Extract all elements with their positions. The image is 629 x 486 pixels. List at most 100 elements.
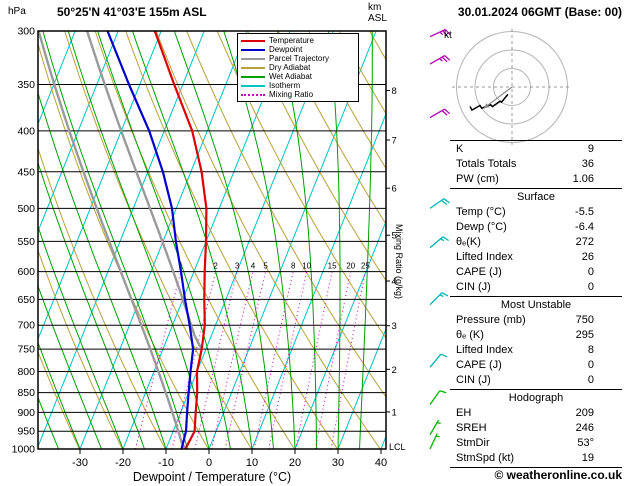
table-row: θₑ (K) 295 <box>450 328 622 343</box>
hodograph-trace <box>469 94 509 112</box>
svg-text:30: 30 <box>332 457 344 469</box>
table-section-hodograph: Hodograph EH 209 SREH 246 StmDir 53° StmSpd (kt… <box>450 390 622 468</box>
table-row: Dewp (°C) -6.4 <box>450 220 622 235</box>
svg-text:-10: -10 <box>158 457 174 469</box>
legend-item-label: Temperature <box>269 36 314 45</box>
svg-text:900: 900 <box>17 407 35 419</box>
svg-text:750: 750 <box>17 344 35 356</box>
table-row: StmDir 53° <box>450 436 622 451</box>
row-label: θₑ (K) <box>456 329 484 341</box>
row-value: 209 <box>575 407 594 419</box>
table-row: Lifted Index 8 <box>450 343 622 358</box>
table-row: θₑ(K) 272 <box>450 235 622 250</box>
dewpoint-swatch-line <box>241 48 265 51</box>
km-tick-labels: 8 7 6 5 4 3 2 1 <box>392 86 397 418</box>
row-label: SREH <box>456 422 487 434</box>
legend-item-label: Isotherm <box>269 81 301 90</box>
mixing-ratio-axis-label: Mixing Ratio (g/kg) <box>394 224 404 300</box>
stability-indices-section: K 9 Totals Totals 36 PW (cm) 1.06 <box>450 140 622 189</box>
legend-item-label: Dewpoint <box>269 45 303 54</box>
svg-text:1000: 1000 <box>12 444 36 456</box>
plot-border <box>37 30 387 450</box>
svg-text:1: 1 <box>392 407 397 418</box>
km-ticks <box>386 90 390 413</box>
table-row: Temp (°C) -5.5 <box>450 205 622 220</box>
svg-text:10: 10 <box>246 457 258 469</box>
temperature-curve <box>153 31 208 449</box>
hodograph <box>452 29 572 145</box>
row-label: Lifted Index <box>456 251 513 263</box>
info-panel: K 9 Totals Totals 36 PW (cm) 1.06 Surface Temp … <box>450 140 622 468</box>
svg-text:6: 6 <box>392 184 397 195</box>
table-row: Lifted Index 26 <box>450 250 622 265</box>
legend-item-mixing_ratio: Mixing Ratio <box>241 90 355 99</box>
km-axis-unit: km ASL <box>368 2 387 24</box>
row-value: 0 <box>587 281 594 293</box>
row-value: 272 <box>575 236 594 248</box>
section-title: Hodograph <box>508 392 564 404</box>
legend-item-label: Wet Adiabat <box>269 72 312 81</box>
pressure-axis-unit: hPa <box>8 6 26 17</box>
svg-text:5: 5 <box>263 262 268 271</box>
svg-text:300: 300 <box>17 26 35 38</box>
parcel-trajectory-surface <box>38 31 187 449</box>
wind-barb-column <box>429 28 451 450</box>
station-title: 50°25'N 41°03'E 155m ASL <box>57 5 207 19</box>
storm-motion-arrowhead <box>483 103 490 109</box>
legend: Temperature Dewpoint Parcel Trajectory Dry … <box>237 33 359 102</box>
table-row: SREH 246 <box>450 421 622 436</box>
row-value: 0 <box>587 374 594 386</box>
svg-text:10: 10 <box>302 262 311 271</box>
hodograph-unit-label: kt <box>444 30 452 41</box>
svg-text:5: 5 <box>392 231 397 242</box>
row-label: θₑ(K) <box>456 236 481 248</box>
row-value: 36 <box>581 158 594 170</box>
svg-text:850: 850 <box>17 387 35 399</box>
row-value: 246 <box>575 422 594 434</box>
row-label: CIN (J) <box>456 374 491 386</box>
svg-text:8: 8 <box>392 86 397 97</box>
lcl-label: LCL <box>389 442 406 452</box>
legend-item-wet_adiabat: Wet Adiabat <box>241 72 355 81</box>
row-label: Temp (°C) <box>456 206 506 218</box>
table-row: Pressure (mb) 750 <box>450 313 622 328</box>
table-section-surface: Surface Temp (°C) -5.5 Dewp (°C) -6.4 θₑ(K) 27… <box>450 189 622 297</box>
mixing-ratio-lines <box>134 271 366 449</box>
table-row: CAPE (J) 0 <box>450 265 622 280</box>
svg-text:800: 800 <box>17 366 35 378</box>
row-label: EH <box>456 407 472 419</box>
row-label: StmDir <box>456 437 490 449</box>
dry_adiabat-swatch-line <box>241 66 265 69</box>
svg-text:15: 15 <box>328 262 337 271</box>
table-section-most-unstable: Most Unstable Pressure (mb) 750 θₑ (K) 295 Li… <box>450 297 622 390</box>
row-value: -6.4 <box>575 221 594 233</box>
svg-text:-30: -30 <box>72 457 88 469</box>
svg-text:40: 40 <box>375 457 387 469</box>
row-label: Totals Totals <box>456 158 517 170</box>
svg-text:500: 500 <box>17 203 35 215</box>
row-value: 8 <box>587 344 594 356</box>
row-label: StmSpd (kt) <box>456 452 515 464</box>
legend-item-isotherm: Isotherm <box>241 81 355 90</box>
legend-item-label: Dry Adiabat <box>269 63 311 72</box>
svg-text:2: 2 <box>213 262 218 271</box>
row-label: CIN (J) <box>456 281 491 293</box>
mixing_ratio-swatch-line <box>241 93 265 96</box>
row-value: 26 <box>581 251 594 263</box>
svg-text:400: 400 <box>17 125 35 137</box>
svg-text:2: 2 <box>392 365 397 376</box>
isotherm-swatch-line <box>241 84 265 87</box>
legend-item-label: Parcel Trajectory <box>269 54 330 63</box>
row-value: 53° <box>577 437 594 449</box>
row-value: 9 <box>587 143 594 155</box>
table-row: PW (cm) 1.06 <box>450 172 622 187</box>
table-row: Totals Totals 36 <box>450 157 622 172</box>
temperature-swatch-line <box>241 39 265 42</box>
wet_adiabat-swatch-line <box>241 75 265 78</box>
pressure-tick-labels: 300 350 400 450 500 550 600 650 700 750 800 850 900 9… <box>12 26 36 456</box>
row-label: CAPE (J) <box>456 359 502 371</box>
svg-text:20: 20 <box>289 457 301 469</box>
row-value: -5.5 <box>575 206 594 218</box>
svg-text:4: 4 <box>392 277 397 288</box>
